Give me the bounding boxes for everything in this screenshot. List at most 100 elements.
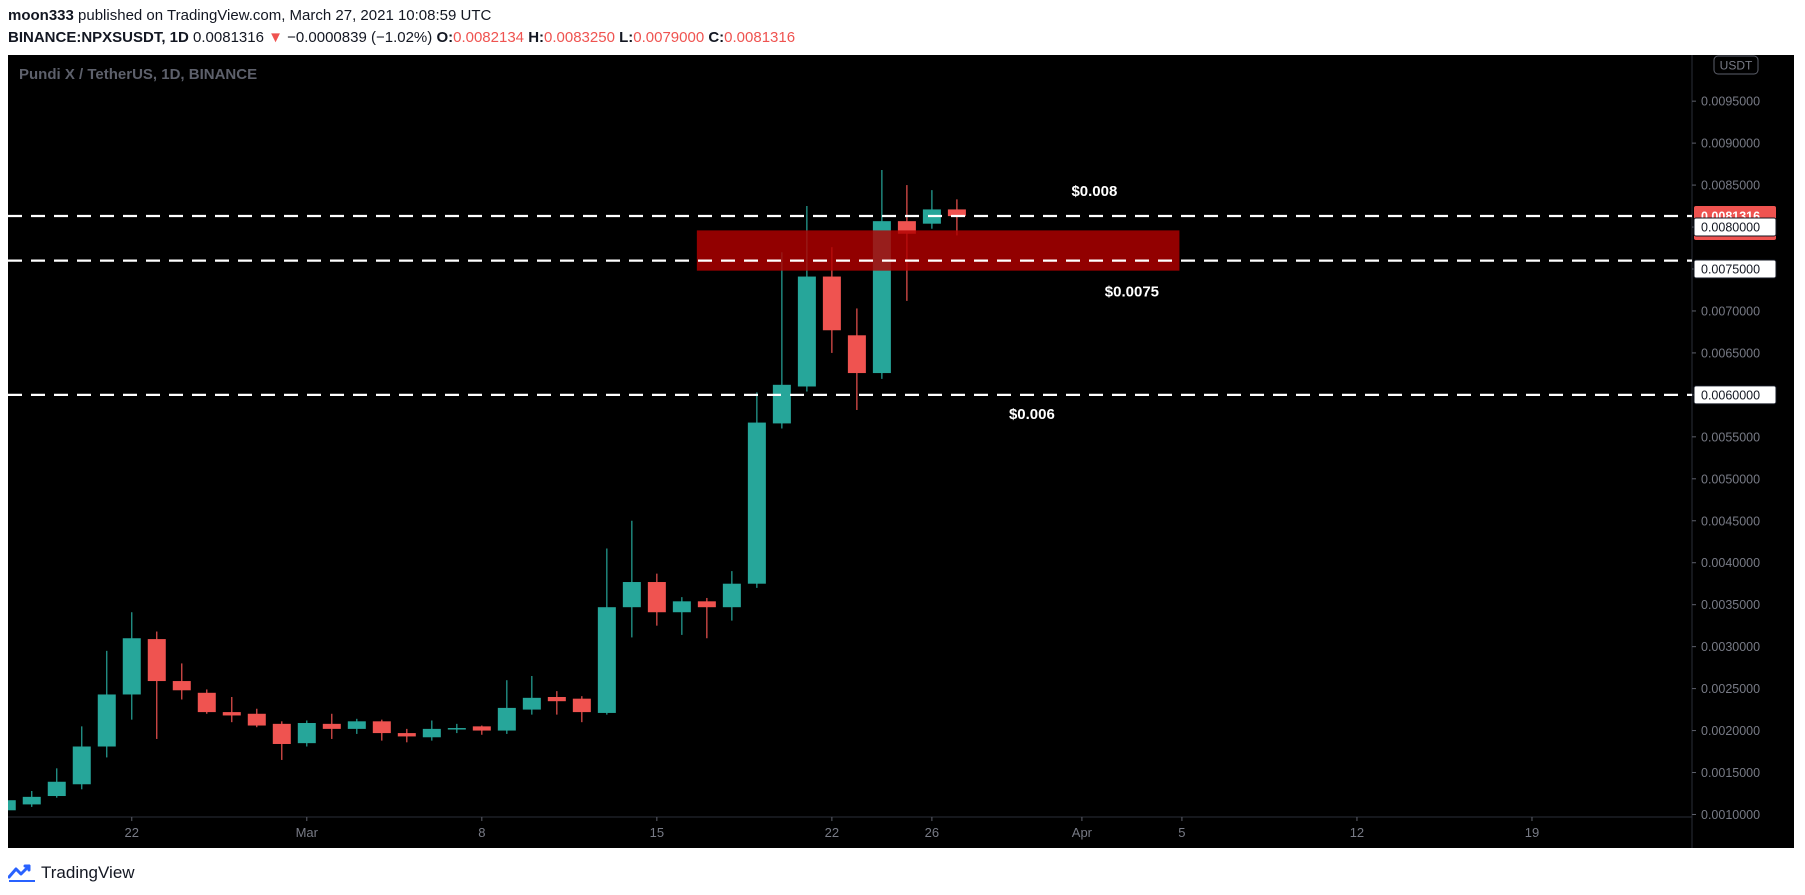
chart-title: Pundi X / TetherUS, 1D, BINANCE [19, 66, 257, 83]
candle-down [847, 308, 866, 410]
y-tick-label: 0.0065000 [1701, 346, 1760, 360]
high-value: 0.0083250 [544, 29, 615, 46]
level-label: $0.0075 [1105, 284, 1159, 301]
currency-badge-box [1713, 55, 1759, 75]
y-tick-label: 0.0090000 [1701, 137, 1760, 151]
candle-body [72, 746, 91, 785]
candle-down [547, 691, 566, 715]
candle-up [672, 597, 691, 635]
y-tick-label: 0.0025000 [1701, 682, 1760, 696]
candle-body [947, 209, 966, 217]
candle-down [947, 199, 966, 236]
y-tick-label: 0.0040000 [1701, 556, 1760, 570]
candle-down [247, 708, 266, 728]
candle-body [372, 721, 391, 734]
level-price-badge: 0.0080000 [1693, 217, 1777, 237]
tradingview-brand[interactable]: TradingView [41, 863, 135, 882]
publish-info: moon333 published on TradingView.com, Ma… [8, 7, 491, 24]
x-tick-label: 5 [1178, 825, 1185, 840]
candle-body [397, 733, 416, 737]
candle-down [697, 597, 716, 639]
x-tick-label: Apr [1072, 825, 1093, 840]
currency-badge: USDT [1713, 55, 1759, 75]
symbol-name[interactable]: BINANCE:NPXSUSDT, 1D [8, 29, 189, 46]
low-label: L: [619, 29, 634, 46]
candle-body [597, 607, 616, 713]
candle-down [372, 719, 391, 741]
level-label: $0.006 [1009, 406, 1055, 423]
candle-body [497, 707, 516, 731]
y-tick-label: 0.0095000 [1701, 95, 1760, 109]
x-tick-label: 22 [125, 825, 139, 840]
x-tick-label: 8 [478, 825, 485, 840]
candle-up [522, 676, 541, 715]
low-value: 0.0079000 [633, 29, 705, 46]
candle-body [747, 422, 766, 584]
candle-body [297, 723, 316, 744]
candle-up [722, 571, 741, 621]
candle-down [397, 728, 416, 743]
candle-up [597, 548, 616, 715]
y-tick-label: 0.0035000 [1701, 598, 1760, 612]
resistance-zone [696, 230, 1180, 271]
candle-body [147, 639, 166, 682]
candle-down [172, 663, 191, 700]
candle-up [47, 768, 66, 798]
y-tick-label: 0.0050000 [1701, 472, 1760, 486]
y-tick-label: 0.0085000 [1701, 179, 1760, 193]
author-name[interactable]: moon333 [8, 7, 74, 24]
candle-down [572, 696, 591, 723]
candle-body [322, 723, 341, 729]
open-label: O: [436, 29, 454, 46]
high-label: H: [528, 29, 545, 46]
candle-body [797, 276, 816, 387]
candle-body [772, 384, 791, 424]
chart-area[interactable]: Pundi X / TetherUS, 1D, BINANCE 0.0010000… [0, 55, 1794, 848]
candle-up [97, 650, 116, 758]
candle-body [172, 681, 191, 691]
candle-up [747, 392, 766, 588]
candle-body [97, 694, 116, 747]
candle-body [697, 601, 716, 608]
close-label: C: [708, 29, 725, 46]
candle-body [622, 582, 641, 608]
candle-body [847, 335, 866, 374]
x-tick-label: Mar [296, 825, 319, 840]
candle-body [47, 781, 66, 797]
currency-badge-label: USDT [1720, 59, 1753, 73]
candle-body [422, 728, 441, 738]
price-chart[interactable]: Pundi X / TetherUS, 1D, BINANCE 0.0010000… [0, 55, 1794, 848]
x-tick-label: 19 [1525, 825, 1539, 840]
published-text: published on TradingView.com, March 27, … [78, 7, 492, 24]
candle-body [672, 601, 691, 613]
level-price-box [1693, 217, 1777, 237]
candle-down [222, 696, 241, 723]
chart-background [8, 55, 1794, 848]
y-tick-label: 0.0015000 [1701, 766, 1760, 780]
x-tick-label: 12 [1350, 825, 1364, 840]
candle-up [622, 520, 641, 638]
candle-up [297, 720, 316, 747]
x-tick-label: 15 [650, 825, 664, 840]
level-price-value: 0.0060000 [1701, 388, 1760, 402]
y-tick-label: 0.0045000 [1701, 514, 1760, 528]
level-price-value: 0.0080000 [1701, 221, 1760, 235]
level-price-badge: 0.0075000 [1693, 259, 1777, 279]
y-tick-label: 0.0020000 [1701, 724, 1760, 738]
candle-body [722, 583, 741, 608]
last-price: 0.0081316 [193, 29, 264, 46]
candle-body [522, 697, 541, 710]
close-value: 0.0081316 [724, 29, 796, 46]
x-tick-label: 26 [925, 825, 939, 840]
candle-down [647, 573, 666, 626]
level-price-badge: 0.0060000 [1693, 385, 1777, 405]
candle-body [472, 726, 491, 731]
tradingview-logo-icon[interactable] [8, 863, 36, 883]
y-tick-label: 0.0055000 [1701, 430, 1760, 444]
footer: TradingView [8, 861, 135, 885]
candle-body [272, 723, 291, 744]
candle-body [447, 728, 466, 730]
candle-body [122, 638, 141, 695]
level-price-value: 0.0075000 [1701, 262, 1760, 276]
candle-body [247, 713, 266, 726]
